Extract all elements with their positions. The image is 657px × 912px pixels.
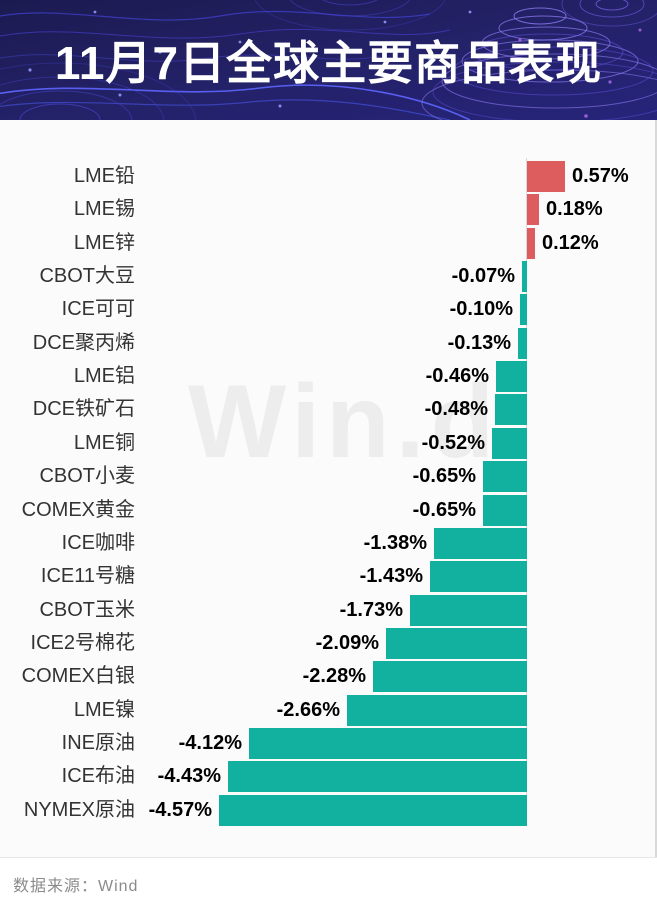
- value-label: -0.52%: [421, 432, 485, 454]
- chart-row: ICE可可 -0.10%: [0, 294, 657, 325]
- negative-bar: [410, 595, 527, 626]
- zero-axis-line: [526, 158, 527, 826]
- chart-row: CBOT大豆 -0.07%: [0, 261, 657, 292]
- value-label: 0.57%: [572, 165, 629, 187]
- chart-row: DCE聚丙烯 -0.13%: [0, 328, 657, 359]
- category-label: ICE2号棉花: [30, 632, 135, 654]
- negative-bar: [483, 495, 527, 526]
- value-label: -0.10%: [449, 298, 513, 320]
- value-label: -2.09%: [315, 632, 379, 654]
- negative-bar: [386, 628, 527, 659]
- chart-row: ICE咖啡 -1.38%: [0, 528, 657, 559]
- chart-row: ICE布油 -4.43%: [0, 761, 657, 792]
- data-source-label: 数据来源：Wind: [13, 878, 139, 895]
- chart-row: COMEX白银 -2.28%: [0, 661, 657, 692]
- value-label: -4.12%: [178, 732, 242, 754]
- category-label: DCE聚丙烯: [32, 332, 135, 354]
- category-label: COMEX黄金: [21, 499, 135, 521]
- category-label: LME铅: [73, 165, 135, 187]
- negative-bar: [249, 728, 527, 759]
- value-label: -2.28%: [302, 665, 366, 687]
- category-label: COMEX白银: [21, 665, 135, 687]
- chart-row: LME镍 -2.66%: [0, 695, 657, 726]
- positive-bar: [527, 194, 539, 225]
- wind-watermark: Win.d: [188, 364, 501, 480]
- bar-chart: Win.d LME铅 0.57% LME锡 0.18% LME锌 0.12% CBOT大豆 -…: [0, 120, 657, 858]
- value-label: 0.18%: [546, 198, 603, 220]
- value-label: -0.13%: [447, 332, 511, 354]
- negative-bar: [492, 428, 527, 459]
- category-label: ICE布油: [61, 765, 135, 787]
- value-label: -0.65%: [412, 465, 476, 487]
- value-label: -0.65%: [412, 499, 476, 521]
- chart-row: COMEX黄金 -0.65%: [0, 495, 657, 526]
- negative-bar: [347, 695, 527, 726]
- banner-contour-decoration: [0, 0, 657, 120]
- value-label: -0.48%: [424, 398, 488, 420]
- category-label: LME锌: [73, 232, 135, 254]
- negative-bar: [520, 294, 527, 325]
- chart-row: LME锡 0.18%: [0, 194, 657, 225]
- negative-bar: [522, 261, 527, 292]
- value-label: -0.46%: [425, 365, 489, 387]
- negative-bar: [496, 361, 527, 392]
- value-label: -1.38%: [363, 532, 427, 554]
- negative-bar: [219, 795, 527, 826]
- positive-bar: [527, 228, 535, 259]
- value-label: -1.43%: [359, 565, 423, 587]
- value-label: -4.43%: [157, 765, 221, 787]
- header-banner: 11月7日全球主要商品表现: [0, 0, 657, 120]
- chart-row: LME锌 0.12%: [0, 228, 657, 259]
- chart-row: INE原油 -4.12%: [0, 728, 657, 759]
- positive-bar: [527, 161, 565, 192]
- chart-row: CBOT小麦 -0.65%: [0, 461, 657, 492]
- category-label: CBOT大豆: [39, 265, 135, 287]
- negative-bar: [495, 394, 527, 425]
- negative-bar: [373, 661, 527, 692]
- chart-row: NYMEX原油 -4.57%: [0, 795, 657, 826]
- category-label: ICE可可: [61, 298, 135, 320]
- page-title: 11月7日全球主要商品表现: [54, 37, 603, 89]
- category-label: LME铜: [73, 432, 135, 454]
- category-label: CBOT小麦: [39, 465, 135, 487]
- category-label: ICE咖啡: [61, 532, 135, 554]
- negative-bar: [434, 528, 527, 559]
- category-label: NYMEX原油: [23, 799, 135, 821]
- category-label: LME锡: [73, 198, 135, 220]
- chart-row: LME铅 0.57%: [0, 161, 657, 192]
- category-label: LME铝: [73, 365, 135, 387]
- category-label: LME镍: [73, 699, 135, 721]
- chart-row: LME铜 -0.52%: [0, 428, 657, 459]
- category-label: DCE铁矿石: [32, 398, 135, 420]
- chart-row: ICE11号糖 -1.43%: [0, 561, 657, 592]
- category-label: CBOT玉米: [39, 599, 135, 621]
- negative-bar: [430, 561, 527, 592]
- value-label: -0.07%: [451, 265, 515, 287]
- chart-row: ICE2号棉花 -2.09%: [0, 628, 657, 659]
- value-label: -4.57%: [148, 799, 212, 821]
- value-label: -1.73%: [339, 599, 403, 621]
- category-label: ICE11号糖: [40, 565, 135, 587]
- value-label: -2.66%: [276, 699, 340, 721]
- chart-row: DCE铁矿石 -0.48%: [0, 394, 657, 425]
- right-border: [655, 120, 657, 912]
- negative-bar: [483, 461, 527, 492]
- negative-bar: [228, 761, 527, 792]
- chart-row: LME铝 -0.46%: [0, 361, 657, 392]
- footer: 数据来源：Wind: [0, 858, 657, 912]
- category-label: INE原油: [61, 732, 135, 754]
- value-label: 0.12%: [542, 232, 599, 254]
- chart-row: CBOT玉米 -1.73%: [0, 595, 657, 626]
- negative-bar: [518, 328, 527, 359]
